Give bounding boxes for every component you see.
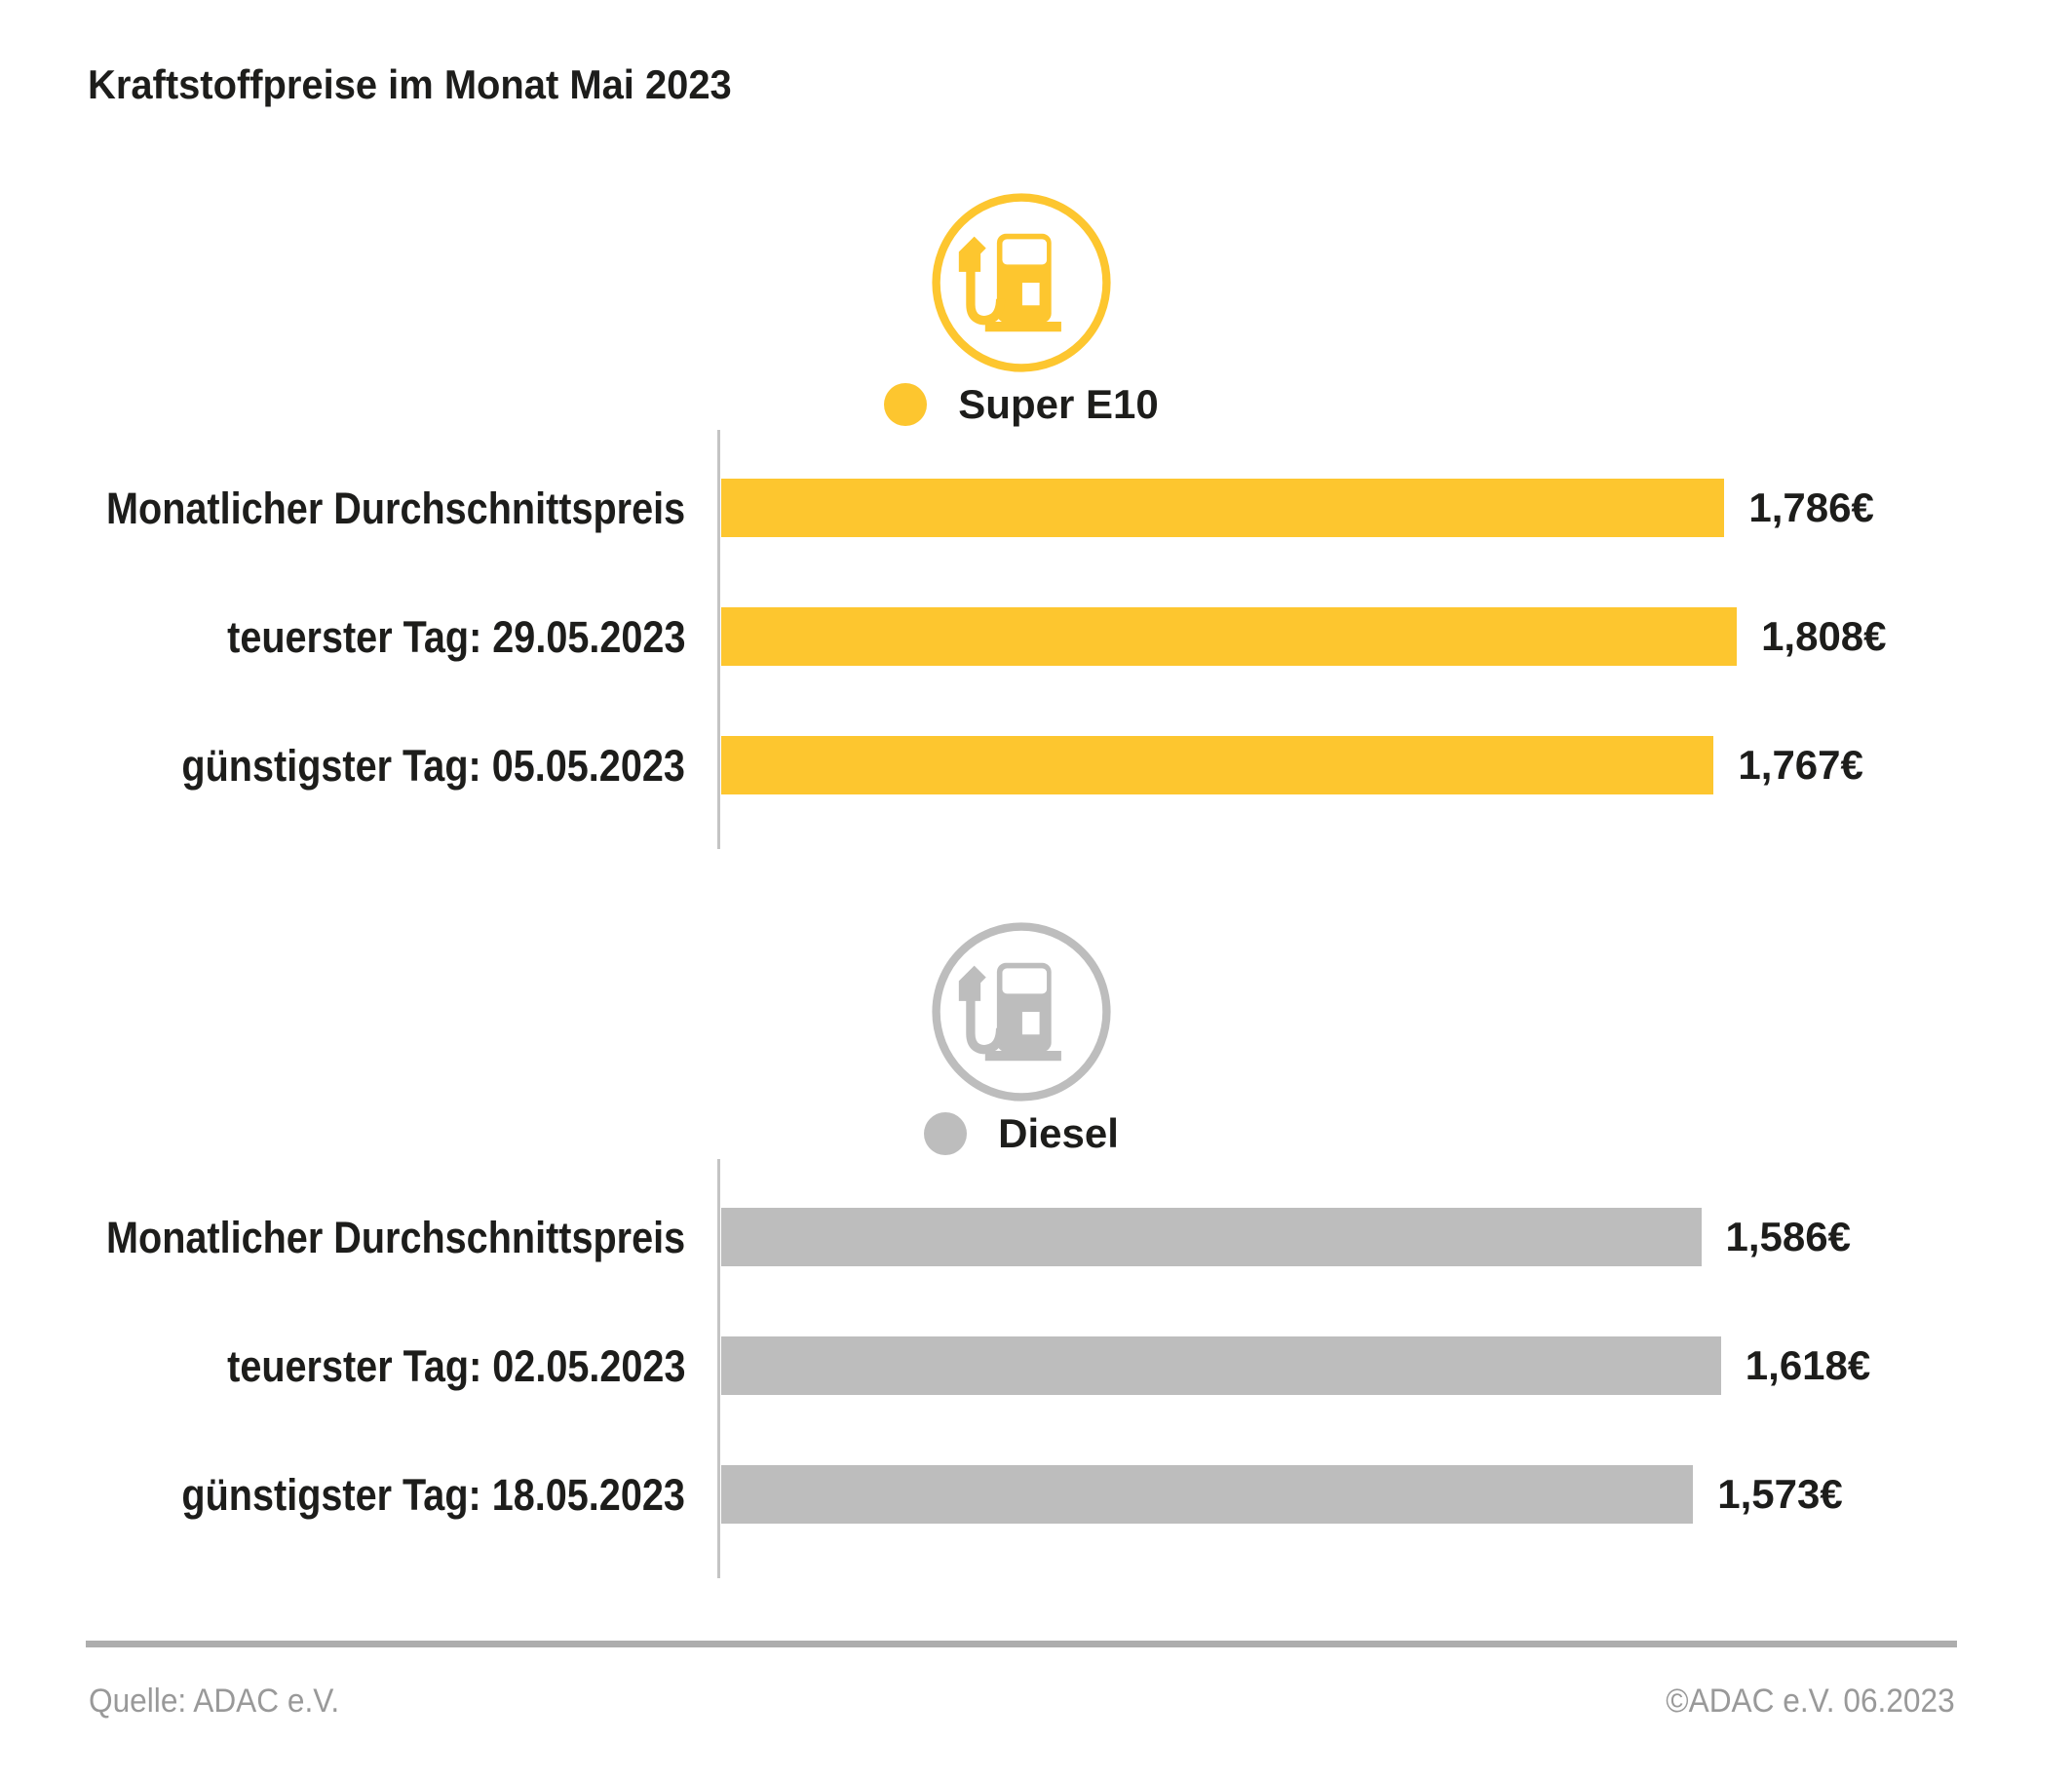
bar-area: 1,767€ xyxy=(721,736,1957,794)
fuel-pump-icon xyxy=(931,192,1112,373)
footer-divider xyxy=(86,1641,1957,1647)
legend-diesel: Diesel xyxy=(86,1112,1957,1155)
category-label: teuerster Tag: 02.05.2023 xyxy=(86,1344,685,1388)
bar-value: 1,618€ xyxy=(1745,1342,1871,1388)
copyright-text-label: ©ADAC e.V. 06.2023 xyxy=(1666,1683,1955,1720)
bar xyxy=(721,1336,1721,1395)
category-label: günstigster Tag: 05.05.2023 xyxy=(86,744,685,788)
category-label-text: günstigster Tag: 05.05.2023 xyxy=(181,740,685,791)
section-super-e10: Super E10 Monatlicher Durchschnittspreis… xyxy=(86,192,1957,849)
page-title-text: Kraftstoffpreise im Monat Mai 2023 xyxy=(88,61,732,107)
source-text-label: Quelle: ADAC e.V. xyxy=(89,1683,340,1720)
bar-chart-super-e10: Monatlicher Durchschnittspreis 1,786€ te… xyxy=(86,430,1957,849)
axis-line xyxy=(717,430,720,849)
bar-row: teuerster Tag: 29.05.2023 1,808€ xyxy=(86,607,1957,666)
category-label-text: Monatlicher Durchschnittspreis xyxy=(105,483,685,533)
bar xyxy=(721,1465,1694,1524)
bar xyxy=(721,736,1714,794)
fuel-pump-icon xyxy=(931,921,1112,1103)
legend-dot xyxy=(924,1112,968,1155)
legend-super-e10: Super E10 xyxy=(86,383,1957,426)
category-label: günstigster Tag: 18.05.2023 xyxy=(86,1473,685,1517)
bar-value: 1,586€ xyxy=(1725,1214,1851,1259)
category-label-text: teuerster Tag: 29.05.2023 xyxy=(226,611,685,662)
category-label: teuerster Tag: 29.05.2023 xyxy=(86,615,685,659)
section-diesel: Diesel Monatlicher Durchschnittspreis 1,… xyxy=(86,921,1957,1578)
category-label: Monatlicher Durchschnittspreis xyxy=(86,486,685,530)
copyright-text: ©ADAC e.V. 06.2023 xyxy=(1644,1684,1955,1718)
bar xyxy=(721,1208,1702,1266)
bar-row: günstigster Tag: 18.05.2023 1,573€ xyxy=(86,1465,1957,1524)
bar-area: 1,808€ xyxy=(721,607,1957,666)
bar xyxy=(721,479,1725,537)
legend-label: Diesel xyxy=(998,1110,1119,1156)
bar-value: 1,808€ xyxy=(1761,613,1887,659)
source-text: Quelle: ADAC e.V. xyxy=(89,1684,359,1718)
bar-row: günstigster Tag: 05.05.2023 1,767€ xyxy=(86,736,1957,794)
page-title: Kraftstoffpreise im Monat Mai 2023 xyxy=(88,61,766,107)
bar-area: 1,573€ xyxy=(721,1465,1957,1524)
axis-line xyxy=(717,1159,720,1578)
bar-area: 1,618€ xyxy=(721,1336,1957,1395)
bar-chart-diesel: Monatlicher Durchschnittspreis 1,586€ te… xyxy=(86,1159,1957,1578)
bar-value: 1,573€ xyxy=(1717,1471,1843,1517)
bar xyxy=(721,607,1738,666)
category-label-text: günstigster Tag: 18.05.2023 xyxy=(181,1469,685,1520)
legend-dot xyxy=(884,383,928,426)
bar-row: Monatlicher Durchschnittspreis 1,586€ xyxy=(86,1208,1957,1266)
bar-row: teuerster Tag: 02.05.2023 1,618€ xyxy=(86,1336,1957,1395)
category-label: Monatlicher Durchschnittspreis xyxy=(86,1216,685,1259)
bar-row: Monatlicher Durchschnittspreis 1,786€ xyxy=(86,479,1957,537)
bar-area: 1,786€ xyxy=(721,479,1957,537)
legend-label: Super E10 xyxy=(958,381,1159,427)
bar-value: 1,767€ xyxy=(1738,742,1863,788)
bar-area: 1,586€ xyxy=(721,1208,1957,1266)
category-label-text: Monatlicher Durchschnittspreis xyxy=(105,1212,685,1262)
bar-value: 1,786€ xyxy=(1748,484,1874,530)
category-label-text: teuerster Tag: 02.05.2023 xyxy=(226,1340,685,1391)
